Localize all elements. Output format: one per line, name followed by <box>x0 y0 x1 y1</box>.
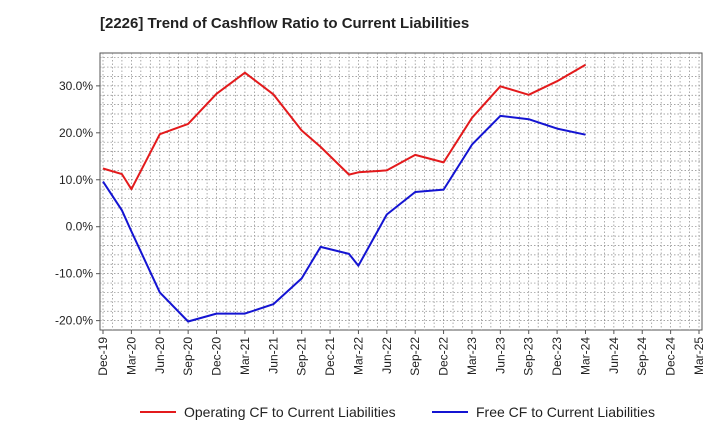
x-tick-label: Jun-24 <box>607 337 621 374</box>
x-tick-label: Sep-22 <box>408 337 422 376</box>
free-cf-line <box>102 114 586 323</box>
y-tick-label: 0.0% <box>66 220 94 234</box>
y-axis-ticks: -20.0% -10.0% 0.0% 10.0% 20.0% 30.0% <box>55 79 100 328</box>
x-tick-label: Dec-19 <box>96 337 110 376</box>
legend-item-operating-cf: Operating CF to Current Liabilities <box>140 404 396 420</box>
y-tick-label: -20.0% <box>55 314 93 328</box>
x-tick-label: Dec-22 <box>437 337 451 376</box>
x-tick-label: Mar-22 <box>351 337 365 375</box>
grid-lines <box>100 53 702 330</box>
x-tick-label: Dec-20 <box>210 337 224 376</box>
legend-swatch-operating-cf <box>140 411 176 413</box>
x-tick-label: Jun-22 <box>380 337 394 374</box>
x-tick-label: Jun-21 <box>266 337 280 374</box>
x-tick-label: Jun-20 <box>153 337 167 374</box>
legend-label-operating-cf: Operating CF to Current Liabilities <box>184 404 396 420</box>
x-tick-label: Sep-20 <box>181 337 195 376</box>
x-tick-label: Dec-24 <box>664 337 678 376</box>
y-tick-label: 20.0% <box>59 126 93 140</box>
x-tick-label: Dec-23 <box>550 337 564 376</box>
y-tick-label: 30.0% <box>59 79 93 93</box>
x-tick-label: Sep-23 <box>522 337 536 376</box>
y-tick-label: 10.0% <box>59 173 93 187</box>
x-tick-label: Jun-23 <box>493 337 507 374</box>
x-tick-label: Mar-21 <box>238 337 252 375</box>
y-tick-label: -10.0% <box>55 267 93 281</box>
operating-cf-line <box>102 63 587 191</box>
x-tick-label: Mar-25 <box>692 337 706 375</box>
x-tick-label: Mar-24 <box>578 337 592 375</box>
x-tick-label: Sep-24 <box>635 337 649 376</box>
x-tick-label: Mar-23 <box>465 337 479 375</box>
x-tick-label: Mar-20 <box>124 337 138 375</box>
legend-swatch-free-cf <box>432 411 468 413</box>
series-lines <box>102 63 587 323</box>
x-tick-label: Dec-21 <box>323 337 337 376</box>
legend-label-free-cf: Free CF to Current Liabilities <box>476 404 655 420</box>
x-tick-label: Sep-21 <box>295 337 309 376</box>
chart-title: [2226] Trend of Cashflow Ratio to Curren… <box>100 15 470 32</box>
legend-item-free-cf: Free CF to Current Liabilities <box>432 404 655 420</box>
plot-area <box>99 52 703 331</box>
x-axis-ticks: Dec-19 Mar-20 Jun-20 Sep-20 Dec-20 Mar-21 Jun-… <box>96 330 706 376</box>
